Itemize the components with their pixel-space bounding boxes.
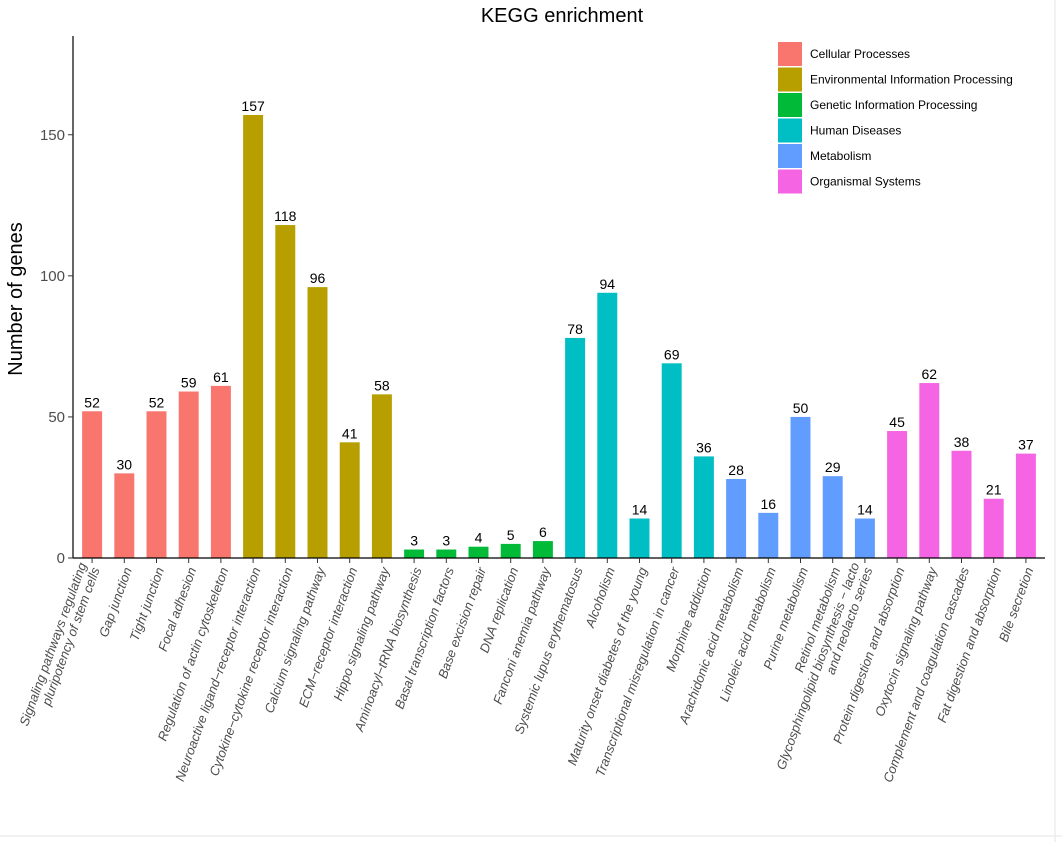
bar <box>661 363 682 558</box>
bar-value-label: 96 <box>310 270 326 286</box>
bar-value-label: 36 <box>696 439 712 455</box>
bar-value-label: 41 <box>342 425 358 441</box>
bar <box>693 456 714 558</box>
bar <box>82 411 103 558</box>
legend-swatch <box>778 118 802 143</box>
bar-value-label: 3 <box>442 533 450 549</box>
bar-value-label: 28 <box>728 462 744 478</box>
bar-value-label: 62 <box>922 366 938 382</box>
bar-value-label: 52 <box>84 394 100 410</box>
bar <box>919 383 940 558</box>
legend-swatch <box>778 169 802 194</box>
bar <box>114 473 135 558</box>
legend-swatch <box>778 42 802 66</box>
bar-value-label: 5 <box>507 527 515 543</box>
bar-value-label: 38 <box>954 434 970 450</box>
x-tick-label: Gap junction <box>96 565 135 639</box>
bar-value-label: 52 <box>149 394 165 410</box>
legend-swatch <box>778 144 802 168</box>
y-tick-label: 100 <box>40 268 65 285</box>
x-tick-label: Alcoholism <box>582 565 618 630</box>
bar-value-label: 61 <box>213 369 229 385</box>
y-tick-label: 0 <box>57 550 65 567</box>
x-tick-label: Basal transcription factors <box>392 565 457 711</box>
bars <box>82 115 1036 558</box>
bar-value-label: 14 <box>632 501 648 517</box>
legend-label: Human Diseases <box>810 124 901 138</box>
bar-value-label: 157 <box>241 98 265 114</box>
bar-value-label: 58 <box>374 377 390 393</box>
bar <box>468 546 489 558</box>
bar-value-label: 29 <box>825 459 841 475</box>
bar <box>629 518 650 558</box>
bar <box>146 411 167 558</box>
bar <box>1015 453 1036 558</box>
bar-value-label: 14 <box>857 501 873 517</box>
bar-value-label: 118 <box>274 208 297 224</box>
legend-label: Organismal Systems <box>810 175 921 189</box>
y-axis: 0 50 100 150 <box>40 36 74 567</box>
bar <box>178 391 199 558</box>
legend-label: Environmental Information Processing <box>810 73 1013 87</box>
bar <box>339 442 360 558</box>
bar <box>307 287 328 558</box>
bar <box>822 476 843 558</box>
bar <box>436 549 457 558</box>
bar <box>275 225 296 558</box>
bar <box>790 416 811 558</box>
legend-swatch <box>778 93 802 117</box>
bar <box>532 541 553 558</box>
bar-value-label: 50 <box>793 400 809 416</box>
bar-value-label: 94 <box>600 276 616 292</box>
bar-value-label: 59 <box>181 375 197 391</box>
bar <box>726 478 747 558</box>
chart-title: KEGG enrichment <box>481 5 644 27</box>
bar-value-label: 16 <box>761 496 777 512</box>
bar-value-label: 37 <box>1018 437 1034 453</box>
bar <box>951 450 972 558</box>
bar <box>210 385 231 558</box>
legend-label: Genetic Information Processing <box>810 98 977 112</box>
legend-swatch <box>778 67 802 92</box>
bar-value-label: 30 <box>117 456 133 472</box>
bar-value-label: 4 <box>475 530 483 546</box>
bar <box>404 549 425 558</box>
bar-value-label: 6 <box>539 524 547 540</box>
bar-value-label: 45 <box>889 414 905 430</box>
legend: Cellular Processes Environmental Informat… <box>778 42 1013 194</box>
y-tick-label: 150 <box>40 127 65 144</box>
y-axis-label: Number of genes <box>5 222 27 375</box>
bar <box>887 431 908 558</box>
legend-label: Metabolism <box>810 149 871 163</box>
bar-value-label: 78 <box>567 321 583 337</box>
bar <box>500 543 521 558</box>
x-tick-label: Signaling pathways regulatingpluripotenc… <box>16 560 103 733</box>
bar <box>983 498 1004 558</box>
x-axis: Signaling pathways regulatingpluripotenc… <box>16 557 1045 784</box>
bar <box>758 512 779 558</box>
legend-label: Cellular Processes <box>810 47 910 61</box>
bar <box>243 115 264 558</box>
bar <box>597 292 618 558</box>
y-tick-label: 50 <box>48 409 65 426</box>
bar-value-label: 3 <box>410 533 418 549</box>
bar <box>854 518 875 558</box>
bar <box>565 337 586 558</box>
bar <box>371 394 392 558</box>
bar-value-label: 21 <box>986 482 1002 498</box>
bar-value-label: 69 <box>664 346 680 362</box>
